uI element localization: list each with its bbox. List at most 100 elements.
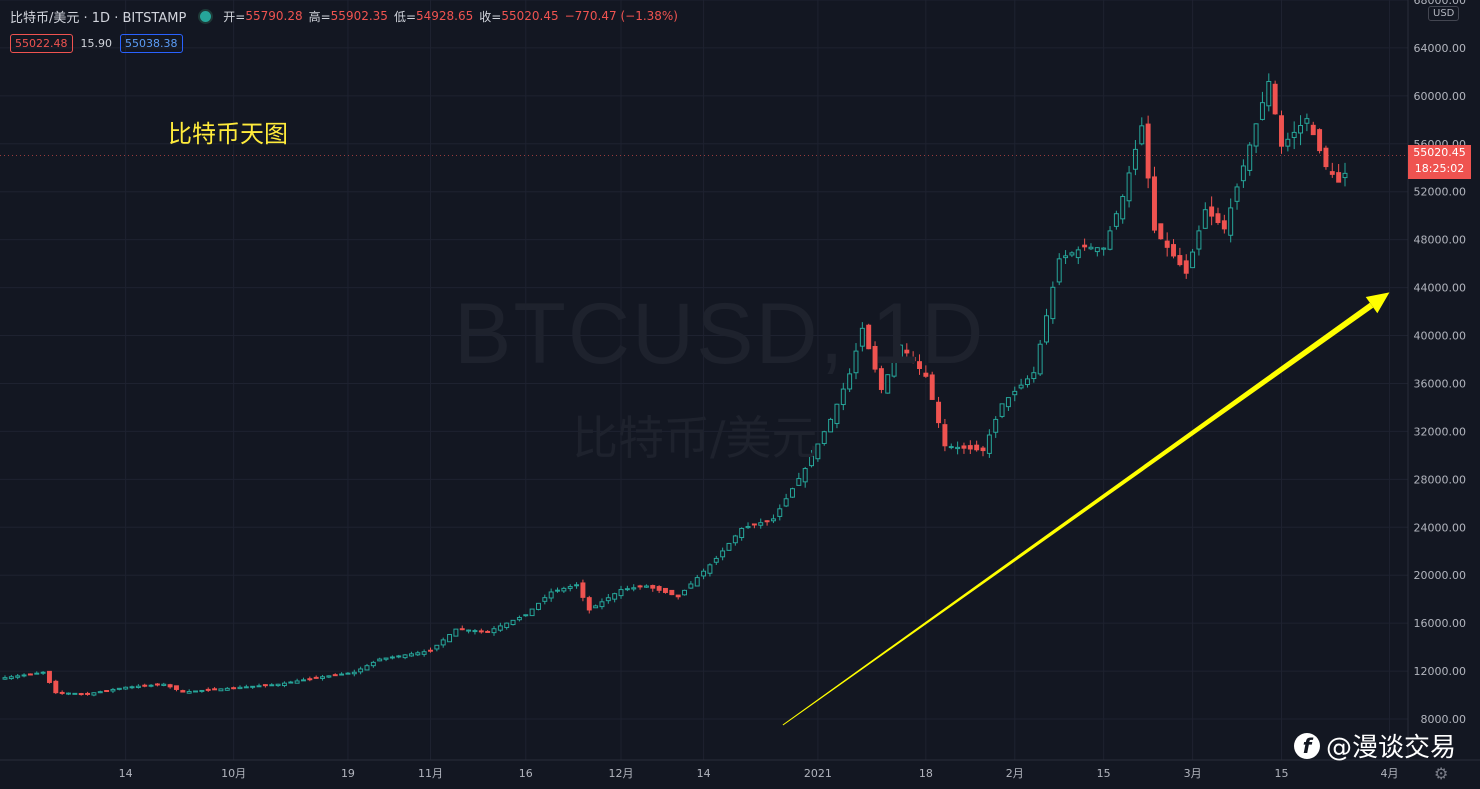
candle	[758, 518, 764, 529]
candle	[688, 581, 694, 589]
candle	[866, 323, 872, 350]
arrow-shaft	[782, 302, 1374, 726]
candle-body	[472, 630, 478, 633]
trend-arrow	[782, 292, 1390, 726]
candle	[574, 582, 580, 589]
candle-body	[459, 628, 465, 631]
candle-body	[1037, 343, 1043, 375]
candle-body	[383, 657, 389, 660]
candle-body	[796, 478, 802, 486]
candle	[751, 523, 757, 529]
candle-body	[999, 403, 1005, 417]
candle	[15, 673, 21, 680]
candle	[27, 673, 33, 676]
candle-body	[402, 654, 408, 659]
candle	[408, 651, 414, 657]
candle	[402, 654, 408, 660]
candle-body	[815, 443, 821, 460]
candle-body	[1107, 230, 1113, 250]
candle-body	[174, 685, 179, 690]
candle-body	[1164, 240, 1170, 248]
candle	[1012, 386, 1018, 402]
candle	[783, 493, 789, 508]
candle-body	[224, 687, 230, 691]
candle	[1266, 73, 1272, 112]
low-label: 低=	[393, 9, 416, 24]
candle	[351, 669, 357, 677]
ask-button[interactable]: 55038.38	[120, 34, 183, 53]
candle	[669, 589, 675, 596]
candle-body	[1139, 125, 1145, 145]
candle	[840, 382, 846, 411]
candle-body	[332, 674, 338, 677]
candle-body	[1005, 397, 1011, 408]
candle	[459, 625, 465, 631]
candle-body	[1304, 118, 1310, 124]
candle-body	[1031, 372, 1037, 380]
candle-body	[555, 589, 560, 592]
candle-body	[262, 684, 268, 687]
candle	[1298, 115, 1304, 146]
candle	[1075, 246, 1081, 265]
candle-body	[955, 446, 961, 450]
candle-body	[66, 692, 71, 695]
candle-body	[637, 585, 643, 588]
candle	[358, 666, 364, 675]
candle-body	[497, 625, 503, 631]
candle	[1253, 123, 1259, 154]
candle	[332, 673, 338, 677]
candle-body	[269, 684, 275, 687]
price-tick-label: 8000.00	[1421, 713, 1467, 726]
time-tick-label: 15	[1097, 767, 1111, 780]
candle	[447, 634, 453, 643]
candle	[955, 441, 961, 455]
candle-body	[1145, 123, 1151, 179]
candle-body	[34, 672, 40, 675]
close-label: 收=	[479, 9, 502, 24]
candle	[116, 687, 122, 691]
candle-body	[1285, 138, 1291, 147]
candle	[878, 365, 884, 394]
candle	[1209, 196, 1215, 226]
candle	[1215, 207, 1221, 225]
currency-badge[interactable]: USD	[1428, 6, 1460, 21]
candle	[421, 649, 427, 657]
candle-body	[656, 586, 662, 591]
candle	[491, 626, 497, 636]
candle-body	[231, 687, 237, 690]
name-watermark: 比特币/美元	[572, 411, 818, 465]
candle-body	[1279, 115, 1284, 147]
candle-body	[15, 675, 21, 678]
candle	[834, 403, 840, 429]
candle-body	[1247, 144, 1253, 171]
candle	[1158, 223, 1164, 240]
candle-body	[847, 373, 853, 390]
candle-body	[275, 683, 281, 687]
candle	[440, 637, 446, 648]
symbol-watermark: BTCUSD, 1D	[454, 286, 986, 382]
candle-body	[701, 570, 707, 577]
arrow-head	[1365, 292, 1390, 314]
candle-body	[447, 634, 453, 643]
candle	[948, 443, 954, 450]
candle	[612, 592, 618, 603]
candle	[701, 568, 707, 580]
candle-body	[434, 644, 440, 650]
candle	[370, 660, 376, 668]
candle-body	[580, 582, 586, 598]
symbol-title[interactable]: 比特币/美元 · 1D · BITSTAMP	[10, 10, 187, 26]
candle-body	[199, 689, 205, 692]
candle	[66, 692, 71, 696]
candle-body	[212, 688, 218, 691]
chart-grid	[0, 0, 1408, 760]
settings-gear-icon[interactable]: ⚙	[1434, 764, 1449, 783]
candle-body	[1158, 223, 1164, 240]
bid-button[interactable]: 55022.48	[10, 34, 73, 53]
candle-body	[91, 692, 97, 696]
candle-body	[1094, 247, 1100, 253]
candle	[161, 682, 167, 687]
candle	[1317, 128, 1323, 154]
candle	[516, 615, 522, 622]
candle	[396, 654, 402, 659]
